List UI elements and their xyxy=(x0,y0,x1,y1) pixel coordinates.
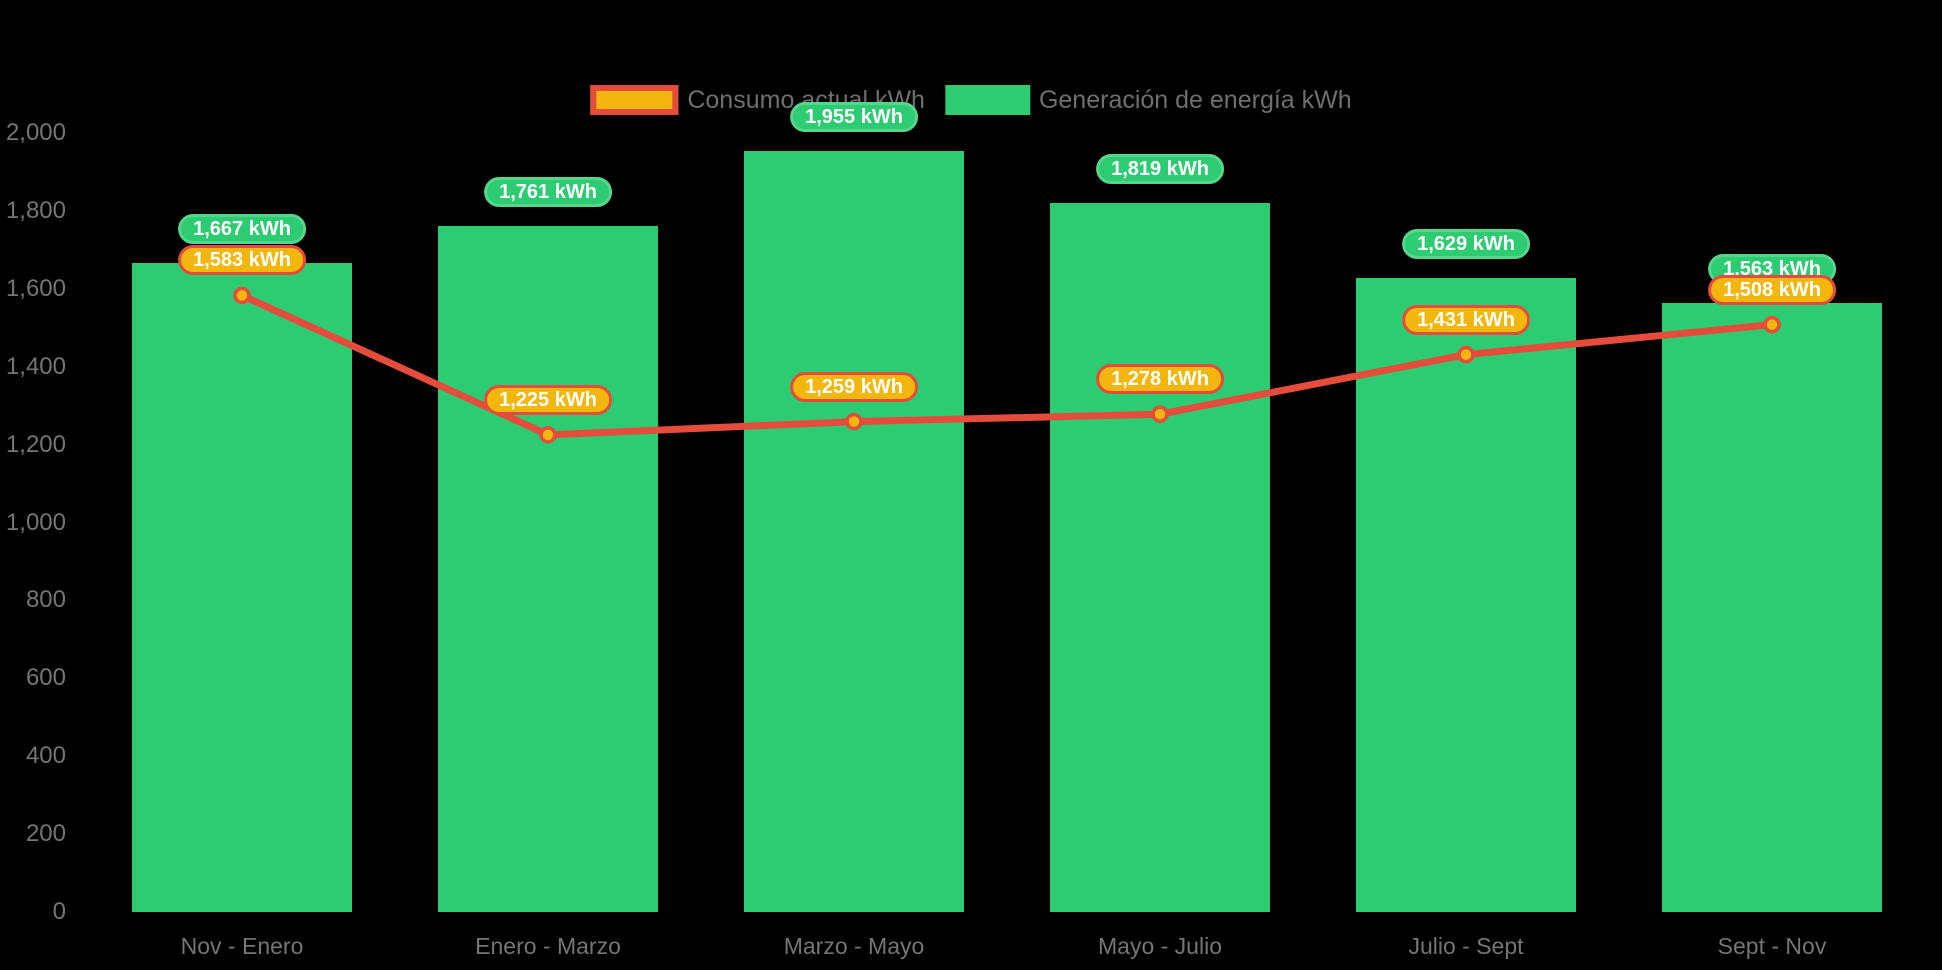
x-axis-label: Sept - Nov xyxy=(1717,933,1827,959)
generation-bar[interactable] xyxy=(1050,203,1270,912)
y-tick-label: 1,600 xyxy=(5,274,66,302)
consumption-value-pill: 1,583 kWh xyxy=(178,245,306,276)
generation-bar[interactable] xyxy=(1356,277,1576,912)
generation-value-pill: 1,629 kWh xyxy=(1402,228,1530,259)
legend-item-generacion[interactable]: Generación de energía kWh xyxy=(944,85,1352,115)
y-tick-label: 1,400 xyxy=(5,352,66,380)
generation-value-pill: 1,955 kWh xyxy=(790,101,918,132)
consumption-value-pill: 1,278 kWh xyxy=(1096,364,1224,395)
y-tick-label: 2,000 xyxy=(5,119,66,146)
line-point[interactable] xyxy=(1151,405,1169,423)
y-tick-label: 1,800 xyxy=(5,196,66,224)
consumption-value-pill: 1,225 kWh xyxy=(484,384,612,415)
line-point[interactable] xyxy=(1763,315,1781,334)
consumption-value-pill: 1,431 kWh xyxy=(1402,304,1530,335)
generation-bar[interactable] xyxy=(132,262,352,912)
line-point[interactable] xyxy=(233,286,251,305)
x-axis-label: Enero - Marzo xyxy=(475,933,621,959)
line-point[interactable] xyxy=(1457,345,1475,364)
line-point[interactable] xyxy=(845,412,863,431)
x-axis-label: Marzo - Mayo xyxy=(783,933,925,959)
y-tick-label: 1,200 xyxy=(5,430,66,458)
generacion-swatch-icon xyxy=(944,85,1030,115)
y-tick-label: 0 xyxy=(52,898,66,925)
consumption-value-pill: 1,259 kWh xyxy=(790,371,918,402)
y-tick-label: 200 xyxy=(25,820,66,848)
consumo-swatch-icon xyxy=(590,85,679,115)
legend-label-generacion: Generación de energía kWh xyxy=(1038,85,1352,114)
generation-bar[interactable] xyxy=(438,226,658,912)
x-axis-label: Julio - Sept xyxy=(1408,933,1524,959)
generation-value-pill: 1,819 kWh xyxy=(1096,154,1224,185)
x-axis-label: Mayo - Julio xyxy=(1098,933,1222,959)
y-tick-label: 400 xyxy=(25,742,66,770)
y-tick-label: 600 xyxy=(25,664,66,692)
line-point[interactable] xyxy=(539,426,557,444)
y-tick-label: 800 xyxy=(25,586,66,614)
consumption-value-pill: 1,508 kWh xyxy=(1708,274,1836,305)
y-tick-label: 1,000 xyxy=(5,508,66,536)
generation-value-pill: 1,761 kWh xyxy=(484,177,612,208)
generation-bar[interactable] xyxy=(744,150,964,912)
chart-legend: Consumo actual kWh Generación de energía… xyxy=(590,85,1352,115)
generation-bar[interactable] xyxy=(1662,303,1882,912)
x-axis-label: Nov - Enero xyxy=(180,933,304,959)
generation-value-pill: 1,667 kWh xyxy=(178,213,306,244)
